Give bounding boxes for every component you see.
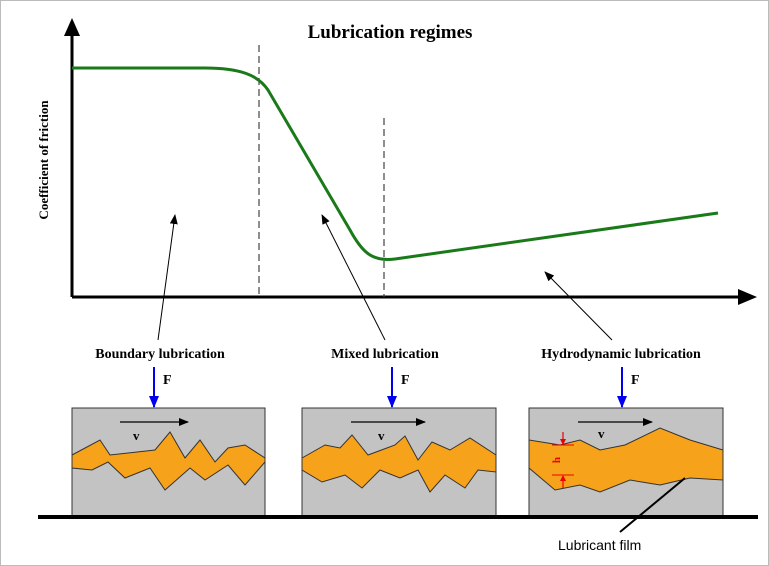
- force-label: F: [163, 373, 172, 388]
- force-label: F: [631, 373, 640, 388]
- title: Lubrication regimes: [308, 22, 473, 43]
- velocity-label: v: [598, 426, 605, 441]
- velocity-label: v: [378, 428, 385, 443]
- regime-label: Mixed lubrication: [331, 347, 439, 362]
- regime-label: Hydrodynamic lubrication: [541, 347, 701, 362]
- force-label: F: [401, 373, 410, 388]
- film-label: Lubricant film: [558, 537, 641, 553]
- diagram: Lubrication regimes Coefficient of frict…: [0, 0, 769, 566]
- thickness-label: h: [551, 457, 563, 463]
- regime-label: Boundary lubrication: [95, 347, 225, 362]
- y-axis-label: Coefficient of friction: [36, 100, 51, 220]
- velocity-label: v: [133, 428, 140, 443]
